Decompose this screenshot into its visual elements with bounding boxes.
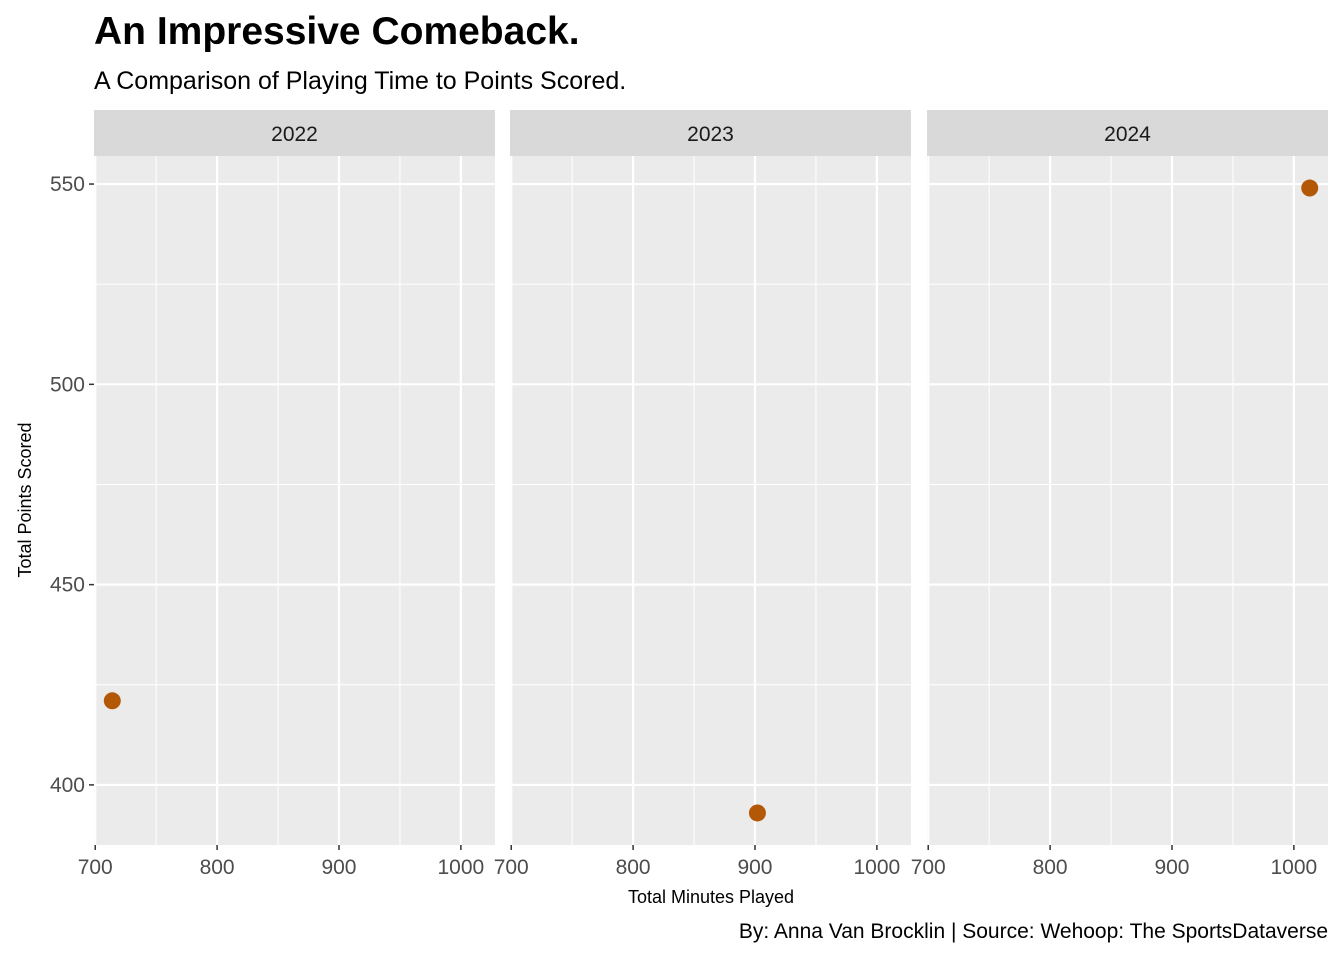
facet-panel-2023: 2023 700 800 900 1000 <box>494 110 911 879</box>
data-point <box>1301 179 1319 197</box>
y-tick-label: 500 <box>50 373 85 396</box>
x-tick-label: 1000 <box>438 856 485 879</box>
data-point <box>748 804 766 822</box>
panel-background <box>510 156 911 845</box>
panel-background <box>927 156 1328 845</box>
x-tick-label: 800 <box>1033 856 1068 879</box>
x-tick-label: 800 <box>200 856 235 879</box>
x-axis-title: Total Minutes Played <box>628 887 794 907</box>
chart-subtitle: A Comparison of Playing Time to Points S… <box>94 67 627 95</box>
y-axis: 400 450 500 550 <box>50 173 94 797</box>
facet-strip-label: 2023 <box>687 123 734 146</box>
x-tick-label: 700 <box>911 856 946 879</box>
facet-panel-2024: 2024 700 800 900 1000 <box>911 110 1328 879</box>
facet-strip <box>510 110 911 156</box>
y-axis-title: Total Points Scored <box>15 422 35 577</box>
facet-strip <box>927 110 1328 156</box>
x-tick-label: 800 <box>616 856 651 879</box>
x-tick-label: 700 <box>494 856 529 879</box>
chart-caption: By: Anna Van Brocklin | Source: Wehoop: … <box>738 920 1328 943</box>
y-tick-label: 450 <box>50 574 85 597</box>
facet-panels: 2022 700 800 900 1000 2023 700 800 900 1000 2024 70… <box>78 110 1328 879</box>
y-tick-label: 550 <box>50 173 85 196</box>
x-tick-label: 900 <box>737 856 772 879</box>
facet-strip-label: 2022 <box>271 123 318 146</box>
chart-title: An Impressive Comeback. <box>94 10 580 53</box>
x-tick-label: 1000 <box>854 856 901 879</box>
panel-background <box>94 156 495 845</box>
y-tick-label: 400 <box>50 774 85 797</box>
facet-strip <box>94 110 495 156</box>
x-tick-label: 900 <box>321 856 356 879</box>
x-tick-label: 700 <box>78 856 113 879</box>
data-point <box>103 692 121 710</box>
facet-panel-2022: 2022 700 800 900 1000 <box>78 110 495 879</box>
x-tick-label: 900 <box>1154 856 1189 879</box>
x-tick-label: 1000 <box>1271 856 1318 879</box>
facet-strip-label: 2024 <box>1104 123 1151 146</box>
